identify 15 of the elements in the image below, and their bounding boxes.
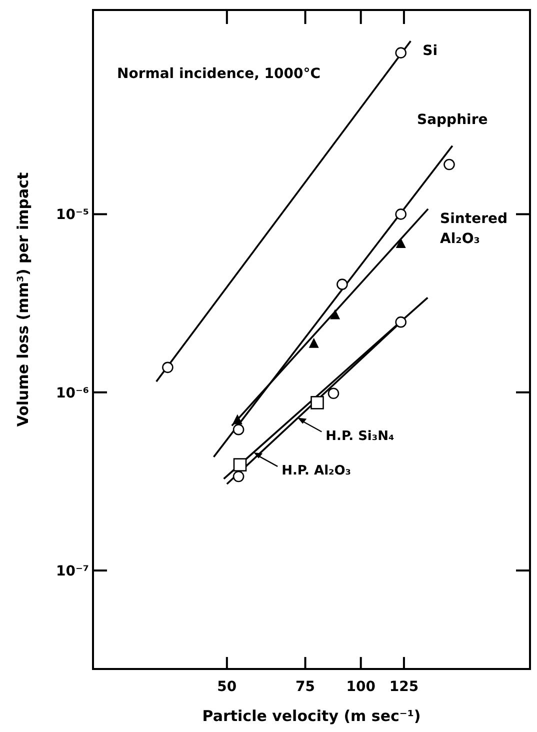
x-axis-title: Particle velocity (m sec⁻¹)	[202, 707, 421, 725]
series-label: Si	[422, 43, 438, 60]
annotation: Normal incidence, 1000°C	[117, 66, 321, 82]
legend-label: Sintered Al₂O₃	[440, 210, 508, 247]
y-tick-label: 10⁻⁷	[56, 564, 89, 580]
annotation: H.P. Si₃N₄	[326, 428, 394, 444]
y-axis-title: Volume loss (mm³) per impact	[14, 172, 32, 427]
annotation: H.P. Al₂O₃	[282, 463, 351, 478]
series-label: Sapphire	[417, 112, 488, 128]
y-tick-label: 10⁻⁶	[56, 385, 89, 402]
x-tick-label: 75	[296, 679, 316, 695]
x-tick-label: 125	[389, 679, 419, 695]
y-tick-label: 10⁻⁵	[56, 207, 89, 224]
x-tick-label: 50	[217, 679, 237, 695]
x-tick-label: 100	[346, 679, 376, 695]
